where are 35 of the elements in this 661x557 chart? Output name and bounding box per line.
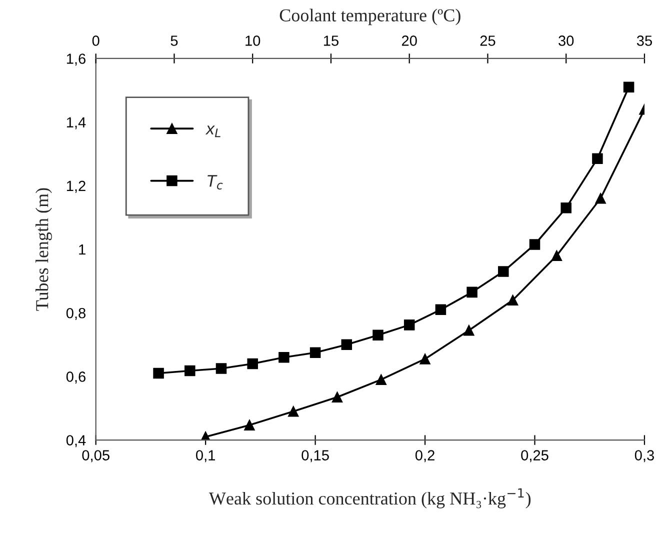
y-tick-label: 0,6: [66, 372, 86, 384]
x2-tick-label: 15: [324, 36, 338, 46]
legend-label: x$_{L}$: [205, 126, 220, 138]
x2-tick-label: 30: [558, 36, 574, 46]
x2-tick-label: 5: [170, 36, 178, 46]
x-tick-label: 0,15: [302, 450, 329, 462]
point: [332, 392, 343, 402]
point: [244, 420, 255, 430]
x-tick-label: 0,25: [521, 450, 548, 462]
point: [464, 324, 474, 336]
x2-tick-label: 10: [246, 36, 260, 46]
x2-tick-label: 25: [480, 36, 496, 46]
legend-label: T$_{c}$: [208, 175, 223, 190]
point: [551, 250, 562, 261]
x2-tick-label: 0: [92, 36, 100, 46]
x-tick-label: 0,3: [634, 450, 654, 462]
y-tick-label: 1,4: [66, 117, 86, 130]
y-tick-label: 1,2: [66, 180, 86, 193]
y-tick-label: 0,8: [66, 308, 86, 320]
y-tick-label: 0,4: [66, 435, 86, 448]
point: [595, 193, 606, 204]
x2-axis-title: Coolant temperature (ºC): [280, 8, 460, 26]
point: [420, 354, 430, 364]
point: [507, 294, 518, 306]
y-axis-title: Tubes length (m): [36, 188, 52, 311]
x2-tick-label: 20: [402, 36, 417, 46]
y-tick-label: 1: [79, 244, 86, 255]
y-tick-label: 1,6: [66, 54, 86, 66]
x-tick-label: 0,2: [415, 450, 434, 462]
x-axis-title: Weak solution concentration (kg NH₃·kg$^{−1}$): [208, 488, 531, 508]
x2-tick-label: 35: [636, 36, 652, 46]
point: [288, 406, 299, 417]
x-tick-label: 0,1: [196, 450, 215, 462]
x-tick-label: 0,05: [82, 450, 110, 462]
point: [376, 374, 387, 385]
